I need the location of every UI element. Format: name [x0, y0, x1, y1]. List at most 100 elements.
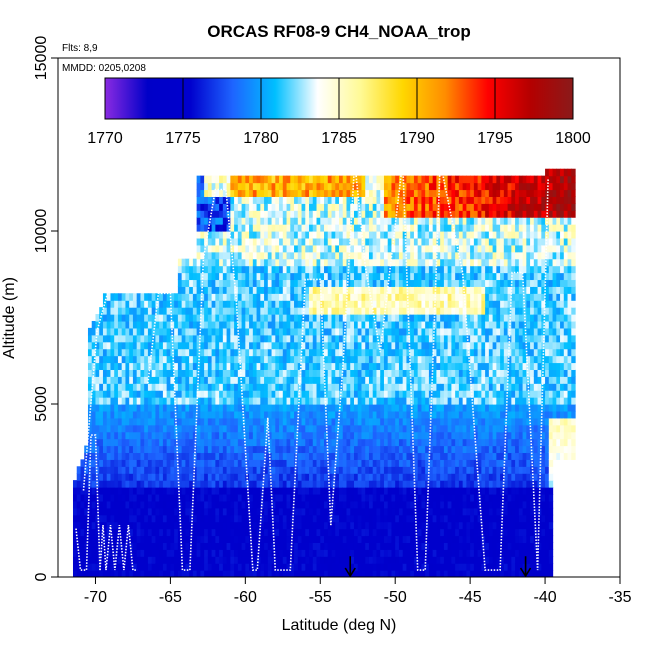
heatmap-cell	[189, 341, 194, 350]
heatmap-cell	[383, 514, 389, 523]
heatmap-cell	[196, 383, 201, 391]
heatmap-cell	[237, 203, 243, 211]
heatmap-cell	[249, 286, 254, 294]
heatmap-cell	[297, 417, 303, 426]
heatmap-cell	[162, 424, 168, 433]
heatmap-cell	[129, 507, 134, 516]
heatmap-cell	[155, 535, 160, 543]
heatmap-cell	[380, 514, 385, 523]
heatmap-cell	[357, 210, 363, 218]
heatmap-cell	[140, 424, 145, 433]
heatmap-cell	[387, 480, 393, 488]
heatmap-cell	[226, 300, 231, 308]
heatmap-cell	[398, 203, 404, 211]
heatmap-cell	[106, 452, 112, 460]
heatmap-cell	[327, 237, 333, 246]
heatmap-cell	[357, 362, 363, 370]
heatmap-cell	[290, 334, 295, 343]
heatmap-cell	[144, 466, 149, 474]
heatmap-cell	[249, 307, 254, 315]
heatmap-cell	[406, 286, 411, 294]
heatmap-cell	[380, 473, 385, 481]
heatmap-cell	[421, 286, 426, 294]
heatmap-cell	[342, 258, 348, 267]
heatmap-cell	[309, 348, 314, 357]
heatmap-cell	[372, 507, 378, 516]
heatmap-cell	[230, 480, 235, 488]
heatmap-cell	[230, 203, 235, 211]
heatmap-cell	[159, 307, 164, 315]
heatmap-cell	[271, 210, 276, 218]
heatmap-cell	[294, 500, 299, 509]
heatmap-cell	[151, 493, 157, 502]
heatmap-cell	[350, 500, 355, 509]
heatmap-cell	[335, 293, 340, 301]
heatmap-cell	[215, 334, 220, 343]
heatmap-cell	[207, 355, 213, 364]
heatmap-cell	[361, 390, 366, 398]
heatmap-cell	[132, 369, 138, 377]
heatmap-cell	[219, 369, 224, 377]
heatmap-cell	[241, 452, 246, 460]
heatmap-cell	[99, 314, 104, 322]
heatmap-cell	[237, 466, 243, 474]
heatmap-cell	[395, 348, 400, 357]
heatmap-cell	[357, 542, 363, 550]
heatmap-cell	[297, 549, 303, 557]
heatmap-cell	[144, 549, 149, 557]
heatmap-cell	[196, 438, 201, 447]
heatmap-cell	[398, 286, 404, 294]
heatmap-cell	[353, 334, 359, 343]
heatmap-cell	[99, 452, 104, 460]
heatmap-cell	[207, 404, 213, 412]
heatmap-cell	[87, 341, 93, 350]
heatmap-cell	[410, 500, 415, 509]
heatmap-cell	[339, 265, 344, 274]
heatmap-cell	[316, 493, 321, 502]
heatmap-cell	[301, 217, 306, 225]
heatmap-cell	[428, 334, 434, 343]
heatmap-cell	[99, 473, 104, 481]
heatmap-cell	[95, 417, 100, 426]
heatmap-cell	[102, 404, 108, 412]
heatmap-cell	[387, 244, 393, 253]
heatmap-cell	[376, 300, 381, 308]
heatmap-cell	[327, 404, 333, 412]
heatmap-cell	[350, 473, 355, 481]
heatmap-cell	[327, 362, 333, 370]
heatmap-cell	[185, 390, 190, 398]
heatmap-cell	[335, 224, 340, 232]
heatmap-cell	[204, 327, 209, 336]
heatmap-cell	[324, 507, 329, 516]
heatmap-cell	[237, 549, 243, 557]
heatmap-cell	[297, 452, 303, 460]
heatmap-cell	[391, 314, 396, 322]
heatmap-cell	[132, 521, 138, 530]
heatmap-cell	[260, 327, 265, 336]
heatmap-cell	[432, 341, 438, 350]
heatmap-cell	[368, 445, 374, 454]
heatmap-cell	[380, 570, 385, 577]
heatmap-cell	[129, 535, 134, 543]
heatmap-cell	[350, 549, 355, 557]
heatmap-cell	[241, 431, 246, 440]
heatmap-cell	[249, 293, 254, 301]
heatmap-cell	[271, 445, 276, 454]
heatmap-cell	[264, 327, 269, 336]
heatmap-cell	[335, 237, 340, 246]
heatmap-cell	[402, 542, 408, 550]
heatmap-cell	[245, 410, 250, 419]
heatmap-cell	[271, 293, 276, 301]
heatmap-cell	[324, 182, 329, 191]
heatmap-cell	[327, 355, 333, 364]
heatmap-cell	[428, 452, 434, 460]
heatmap-cell	[301, 493, 306, 502]
heatmap-cell	[91, 542, 97, 550]
heatmap-cell	[342, 341, 348, 350]
heatmap-cell	[155, 445, 160, 454]
heatmap-cell	[305, 355, 310, 364]
heatmap-cell	[413, 244, 419, 253]
heatmap-cell	[237, 314, 243, 322]
heatmap-cell	[230, 549, 235, 557]
heatmap-cell	[391, 487, 396, 495]
